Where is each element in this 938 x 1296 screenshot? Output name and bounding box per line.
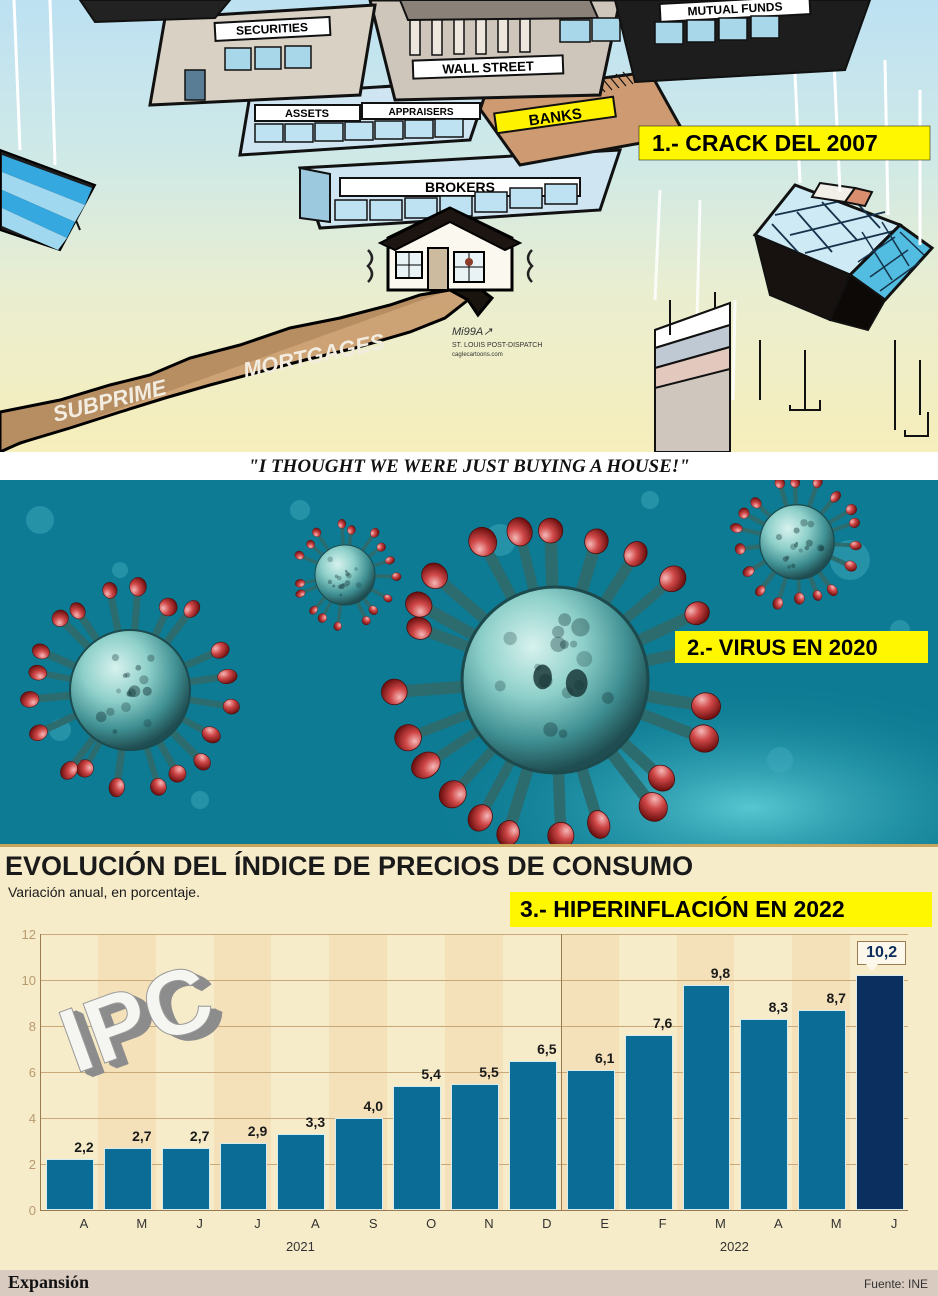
svg-text:ASSETS: ASSETS: [285, 108, 329, 120]
svg-text:WALL STREET: WALL STREET: [442, 58, 534, 76]
svg-text:SUBPRIME: SUBPRIME: [50, 374, 170, 427]
svg-text:Mi99A↗: Mi99A↗: [452, 326, 493, 338]
svg-text:"I THOUGHT WE WERE JUST BUYING: "I THOUGHT WE WERE JUST BUYING A HOUSE!": [248, 456, 689, 477]
svg-text:2.- VIRUS EN 2020: 2.- VIRUS EN 2020: [687, 635, 878, 660]
svg-text:APPRAISERS: APPRAISERS: [388, 107, 453, 118]
svg-text:cagIecartoons.com: cagIecartoons.com: [452, 352, 503, 358]
svg-text:ST. LOUIS POST-DISPATCH: ST. LOUIS POST-DISPATCH: [452, 342, 542, 349]
svg-text:1.- CRACK DEL 2007: 1.- CRACK DEL 2007: [652, 130, 878, 156]
